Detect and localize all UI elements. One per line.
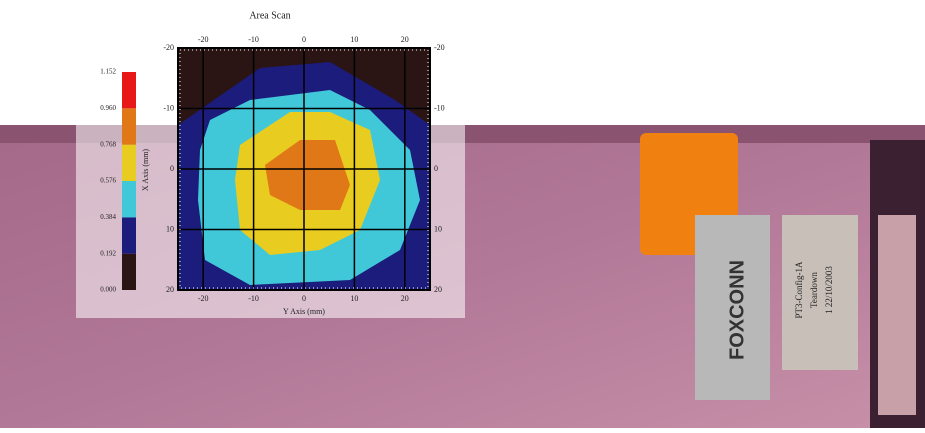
label-config	[782, 215, 858, 370]
colorbar-label: 0.192	[100, 249, 116, 257]
chart-title: Area Scan	[249, 10, 290, 21]
x-tick-label-top: -10	[248, 35, 259, 44]
colorbar-segment	[122, 144, 136, 181]
colorbar-label: 0.000	[100, 286, 116, 294]
colorbar-label: 0.384	[100, 213, 116, 221]
colorbar-segment	[122, 181, 136, 218]
label-text: PT3-Config-1A	[794, 261, 804, 318]
colorbar-label: 0.768	[100, 140, 116, 148]
label-text: FOXCONN	[726, 260, 748, 360]
label-foxconn	[695, 215, 770, 400]
colorbar-label: 0.576	[100, 177, 116, 185]
y-tick-label: 0	[170, 164, 174, 173]
colorbar-segment	[122, 72, 136, 109]
y-tick-label-right: -10	[434, 103, 445, 112]
y-tick-label-right: 20	[434, 285, 442, 294]
colorbar-segment	[122, 217, 136, 254]
colorbar-segment	[122, 108, 136, 145]
plot-frame-dots	[179, 49, 429, 289]
x-tick-label: -20	[198, 294, 209, 303]
x-tick-label: -10	[248, 294, 259, 303]
colorbar-label: 1.152	[100, 68, 116, 76]
y-tick-label: -20	[163, 43, 174, 52]
plot-frame	[177, 47, 431, 291]
y-tick-label-right: 10	[434, 224, 442, 233]
x-tick-label: 20	[401, 294, 409, 303]
x-tick-label: 0	[302, 294, 306, 303]
x-tick-label-top: 10	[350, 35, 358, 44]
colorbar-label: 0.960	[100, 104, 116, 112]
y-tick-label: -10	[163, 103, 174, 112]
y-tick-label: 10	[166, 224, 174, 233]
contour-region	[265, 140, 350, 210]
x-axis-label: Y Axis (mm)	[283, 307, 325, 316]
x-tick-label: 10	[350, 294, 358, 303]
y-tick-label-right: 0	[434, 164, 438, 173]
photo-metal	[878, 215, 916, 415]
x-tick-label-top: -20	[198, 35, 209, 44]
y-tick-label: 20	[166, 285, 174, 294]
label-text: 1 22/10/2003	[824, 266, 834, 314]
y-axis-label: X Axis (mm)	[141, 149, 150, 192]
x-tick-label-top: 0	[302, 35, 306, 44]
colorbar-segment	[122, 253, 136, 290]
y-tick-label-right: -20	[434, 43, 445, 52]
label-text: Teardown	[809, 272, 819, 308]
x-tick-label-top: 20	[401, 35, 409, 44]
contour-region	[178, 48, 430, 125]
